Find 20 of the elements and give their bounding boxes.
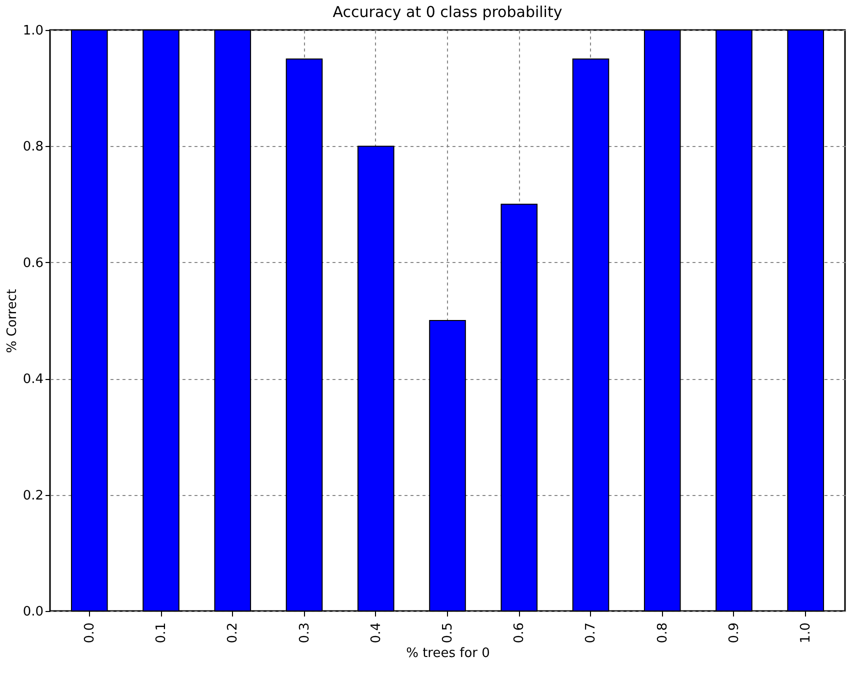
x-tick-label: 0.2 — [226, 622, 241, 644]
x-tick-label: 0.4 — [368, 622, 384, 644]
x-tick-label: 0.5 — [440, 622, 456, 644]
y-tick-label: 0.4 — [22, 372, 44, 388]
x-tick-label: 0.1 — [154, 622, 170, 644]
y-tick-label: 0.0 — [22, 604, 44, 620]
x-tick-label: 0.7 — [584, 622, 599, 644]
y-tick-label: 0.8 — [22, 140, 44, 155]
y-axis-title: % Correct — [4, 289, 20, 353]
x-tick-label: 0.9 — [726, 622, 742, 644]
y-tick-label: 0.2 — [22, 488, 44, 504]
x-tick-label: 0.8 — [655, 622, 670, 644]
x-tick-label: 0.0 — [82, 622, 98, 644]
y-tick-label: 0.6 — [22, 256, 44, 271]
x-tick-label: 0.6 — [512, 622, 528, 644]
x-axis-title: % trees for 0 — [406, 646, 490, 662]
y-tick-label: 1.0 — [22, 24, 44, 38]
x-tick-label: 0.3 — [297, 622, 312, 644]
x-tick-label: 1.0 — [798, 622, 814, 644]
chart-title: Accuracy at 0 class probability — [332, 3, 562, 21]
